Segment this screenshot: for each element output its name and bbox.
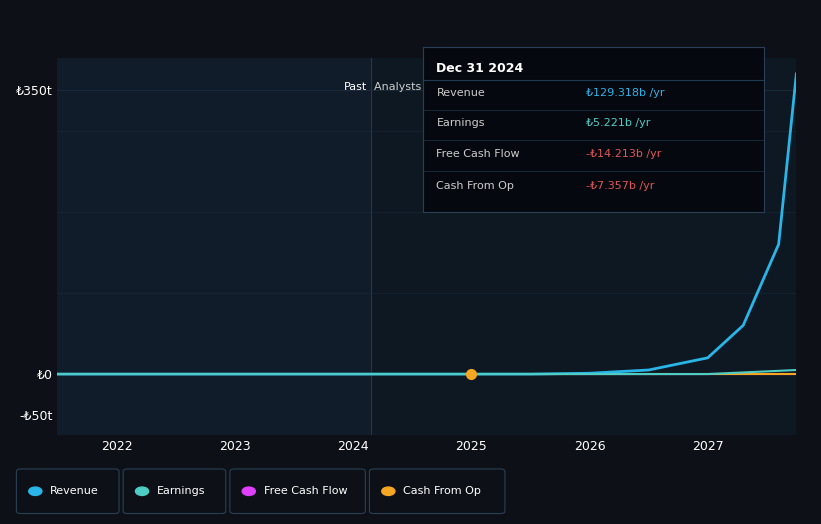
- Text: -₺14.213b /yr: -₺14.213b /yr: [586, 149, 662, 159]
- Text: ₺129.318b /yr: ₺129.318b /yr: [586, 89, 665, 99]
- Text: Dec 31 2024: Dec 31 2024: [437, 62, 524, 75]
- Text: -₺7.357b /yr: -₺7.357b /yr: [586, 181, 654, 191]
- Text: Cash From Op: Cash From Op: [403, 486, 481, 496]
- Text: Past: Past: [344, 82, 367, 92]
- Bar: [371, 58, 796, 435]
- Text: Revenue: Revenue: [50, 486, 99, 496]
- Text: Revenue: Revenue: [437, 89, 485, 99]
- Text: Free Cash Flow: Free Cash Flow: [264, 486, 347, 496]
- Text: Earnings: Earnings: [157, 486, 205, 496]
- Text: Free Cash Flow: Free Cash Flow: [437, 149, 520, 159]
- Text: Cash From Op: Cash From Op: [437, 181, 514, 191]
- Text: ₺5.221b /yr: ₺5.221b /yr: [586, 118, 651, 128]
- Text: Earnings: Earnings: [437, 118, 485, 128]
- Bar: [57, 58, 371, 435]
- Text: Analysts Forecasts: Analysts Forecasts: [374, 82, 478, 92]
